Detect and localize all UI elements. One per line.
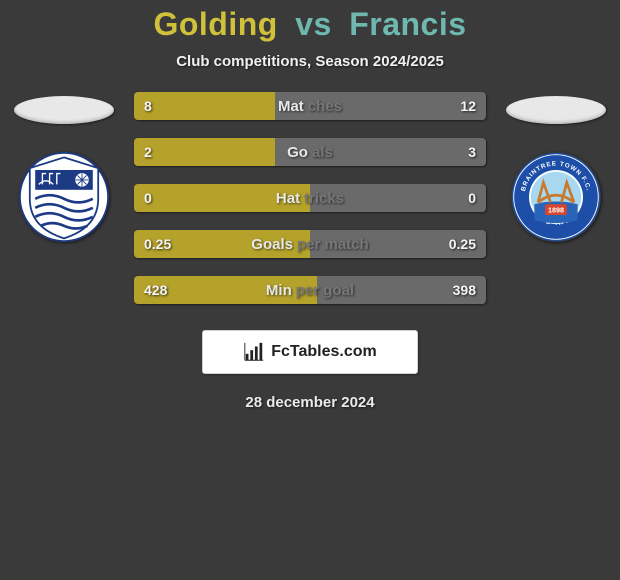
stat-label-part2: per goal — [296, 282, 354, 299]
stat-label: Min per goal — [134, 276, 486, 304]
stat-label-part2: tricks — [304, 190, 344, 207]
svg-text:1898: 1898 — [548, 205, 564, 214]
stat-label: Hattricks — [134, 184, 486, 212]
date: 28 december 2024 — [0, 394, 620, 411]
stat-bar: 0.250.25Goals per match — [134, 230, 486, 258]
player1-crest — [19, 152, 109, 242]
stat-bar: 00Hattricks — [134, 184, 486, 212]
stat-label-part1: Mat — [278, 98, 304, 115]
player1-name-oval — [14, 96, 114, 124]
stat-label-part1: Goals — [251, 236, 293, 253]
player1-name: Golding — [153, 6, 277, 42]
attribution-text: FcTables.com — [271, 343, 377, 361]
stat-label-part1: Hat — [276, 190, 300, 207]
stat-label-part1: Go — [287, 144, 308, 161]
left-column — [10, 92, 118, 242]
stat-label-part2: ches — [308, 98, 342, 115]
subtitle: Club competitions, Season 2024/2025 — [0, 53, 620, 70]
player2-name: Francis — [349, 6, 466, 42]
stat-bars: 812Matches 23Goals 00Hattricks 0.250.25Goal… — [134, 92, 486, 304]
vs-separator: vs — [295, 6, 332, 42]
stat-label-part2: per match — [297, 236, 369, 253]
stat-label-part1: Min — [266, 282, 292, 299]
stat-bar: 23Goals — [134, 138, 486, 166]
player2-crest: BRAINTREE TOWN F.C. THE IRON 1898 — [511, 152, 601, 242]
player2-name-oval — [506, 96, 606, 124]
page-title: Golding vs Francis — [0, 6, 620, 43]
main-layout: 812Matches 23Goals 00Hattricks 0.250.25Goal… — [0, 92, 620, 304]
stat-label-part2: als — [312, 144, 333, 161]
stat-label: Matches — [134, 92, 486, 120]
right-column: BRAINTREE TOWN F.C. THE IRON 1898 — [502, 92, 610, 242]
chart-icon — [243, 341, 265, 363]
stat-bar: 428398Min per goal — [134, 276, 486, 304]
stat-label: Goals — [134, 138, 486, 166]
comparison-card: Golding vs Francis Club competitions, Se… — [0, 0, 620, 580]
attribution-box: FcTables.com — [202, 330, 418, 374]
stat-bar: 812Matches — [134, 92, 486, 120]
stat-label: Goals per match — [134, 230, 486, 258]
